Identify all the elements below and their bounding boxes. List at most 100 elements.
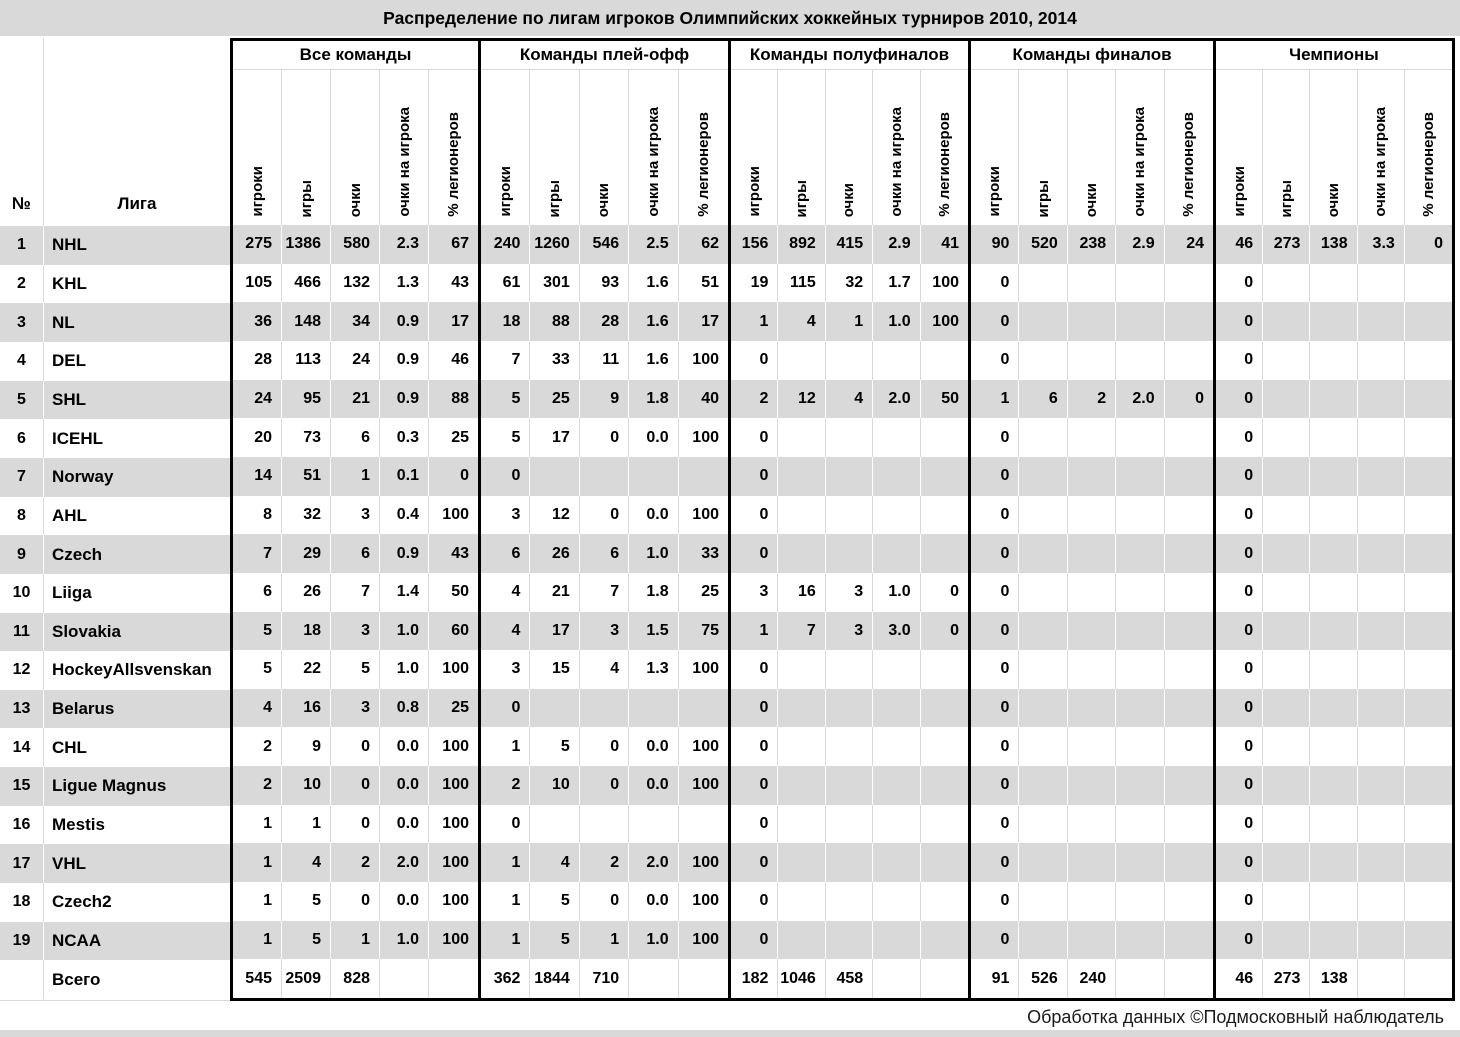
data-row: 28 113 24 0.9 46 bbox=[233, 340, 478, 380]
data-cell bbox=[921, 921, 968, 960]
data-cell: 40 bbox=[701, 389, 719, 407]
data-cell bbox=[679, 805, 728, 844]
data-cell bbox=[826, 456, 874, 496]
data-cell: 2.3 bbox=[380, 225, 429, 264]
data-cell bbox=[1165, 843, 1213, 882]
data-cell: 16 bbox=[778, 572, 826, 612]
data-cell: 29 bbox=[282, 534, 331, 573]
data-cell: 7 bbox=[233, 534, 282, 573]
data-cell bbox=[679, 457, 728, 496]
data-cell: 0 bbox=[731, 843, 779, 883]
data-cell bbox=[778, 920, 826, 960]
data-cell: 61 bbox=[481, 263, 531, 303]
data-cell bbox=[826, 882, 874, 921]
data-row: 156 892 415 2.9 41 bbox=[731, 225, 968, 264]
data-cell: 0.9 bbox=[380, 534, 429, 573]
data-cell bbox=[1019, 688, 1068, 728]
data-cell bbox=[873, 340, 921, 380]
stat-header-label: игры bbox=[546, 179, 564, 217]
stat-header-label: игроки bbox=[745, 166, 763, 217]
data-cell: 1.8 bbox=[629, 379, 679, 419]
league-name: Всего bbox=[52, 969, 101, 989]
data-cell: 0 bbox=[971, 302, 1020, 341]
data-cell bbox=[1358, 959, 1405, 998]
data-row: 0 bbox=[1216, 495, 1452, 535]
data-cell bbox=[629, 959, 679, 998]
total-row-label: Всего bbox=[0, 960, 230, 999]
total-row: 91 526 240 bbox=[971, 959, 1213, 998]
data-cell: 3 bbox=[580, 611, 630, 651]
data-cell: 2 bbox=[233, 727, 282, 767]
group-1: Все команды игроки игры очки очки на игрока%… bbox=[230, 38, 478, 1001]
data-cell bbox=[1068, 804, 1117, 844]
data-cell bbox=[1310, 766, 1358, 805]
data-cell: 100 bbox=[692, 776, 719, 794]
data-cell bbox=[1019, 650, 1068, 689]
data-cell: 5 bbox=[282, 882, 331, 921]
data-cell bbox=[629, 804, 679, 844]
table-row: 8 AHL bbox=[0, 496, 230, 536]
data-row: 20 73 6 0.3 25 bbox=[233, 418, 478, 457]
data-cell bbox=[1310, 456, 1358, 496]
data-cell: 16 bbox=[282, 688, 331, 728]
data-cell bbox=[778, 688, 826, 728]
data-cell bbox=[1263, 920, 1311, 960]
data-cell: 0 bbox=[331, 727, 380, 767]
data-cell: 0.0 bbox=[629, 882, 679, 921]
data-cell: 105 bbox=[233, 263, 282, 303]
table-row: 1 NHL bbox=[0, 226, 230, 265]
data-cell: 0 bbox=[1216, 920, 1264, 960]
league-name: DEL bbox=[52, 351, 86, 371]
data-cell: 0 bbox=[731, 418, 779, 457]
data-cell bbox=[1405, 380, 1452, 419]
data-cell: 0 bbox=[1216, 688, 1264, 728]
data-row: 3 12 0 0.0 100 bbox=[481, 495, 728, 535]
data-row: 0 bbox=[731, 766, 968, 805]
data-cell bbox=[778, 534, 826, 573]
data-cell: 0 bbox=[971, 727, 1020, 767]
data-cell: 28 bbox=[233, 340, 282, 380]
table-row: 4 DEL bbox=[0, 341, 230, 381]
data-cell: 1 bbox=[481, 920, 531, 960]
data-cell bbox=[826, 688, 874, 728]
data-cell bbox=[873, 766, 921, 805]
data-cell: 46 bbox=[1216, 225, 1264, 264]
data-cell bbox=[1405, 264, 1452, 303]
data-cell: 0 bbox=[1216, 456, 1264, 496]
data-cell: 828 bbox=[331, 959, 380, 998]
data-cell: 5 bbox=[530, 920, 580, 960]
data-cell: 0.0 bbox=[380, 727, 429, 767]
data-cell bbox=[1405, 302, 1452, 341]
data-cell bbox=[1165, 921, 1213, 960]
data-cell bbox=[1310, 263, 1358, 303]
stat-header-label: очки на игрока bbox=[1372, 107, 1390, 217]
data-cell: 0 bbox=[731, 534, 779, 573]
data-cell bbox=[1358, 804, 1405, 844]
data-row: 61 301 93 1.6 51 bbox=[481, 263, 728, 303]
data-cell bbox=[1310, 804, 1358, 844]
data-cell: 1.0 bbox=[380, 650, 429, 689]
data-cell: 0 bbox=[1216, 804, 1264, 844]
data-cell: 0 bbox=[971, 920, 1020, 960]
data-row: 0 bbox=[1216, 572, 1452, 612]
data-cell bbox=[1019, 766, 1068, 805]
data-cell: 1 bbox=[233, 882, 282, 921]
data-cell bbox=[1405, 727, 1452, 766]
data-cell bbox=[1310, 495, 1358, 535]
data-row: 0 bbox=[971, 882, 1213, 921]
data-row: 8 32 3 0.4 100 bbox=[233, 495, 478, 535]
data-cell: 100 bbox=[692, 853, 719, 871]
data-row: 0 bbox=[971, 727, 1213, 767]
data-cell: 28 bbox=[580, 302, 630, 341]
data-row: 0 bbox=[1216, 263, 1452, 303]
data-cell bbox=[1019, 302, 1068, 341]
data-cell: 67 bbox=[451, 235, 469, 253]
data-cell: 0 bbox=[971, 688, 1020, 728]
row-number: 11 bbox=[0, 612, 44, 652]
league-name: Mestis bbox=[52, 815, 105, 835]
data-cell: 2 bbox=[731, 379, 779, 419]
data-cell: 5 bbox=[331, 650, 380, 689]
data-cell: 24 bbox=[331, 340, 380, 380]
row-number: 9 bbox=[0, 535, 44, 574]
data-cell bbox=[778, 456, 826, 496]
